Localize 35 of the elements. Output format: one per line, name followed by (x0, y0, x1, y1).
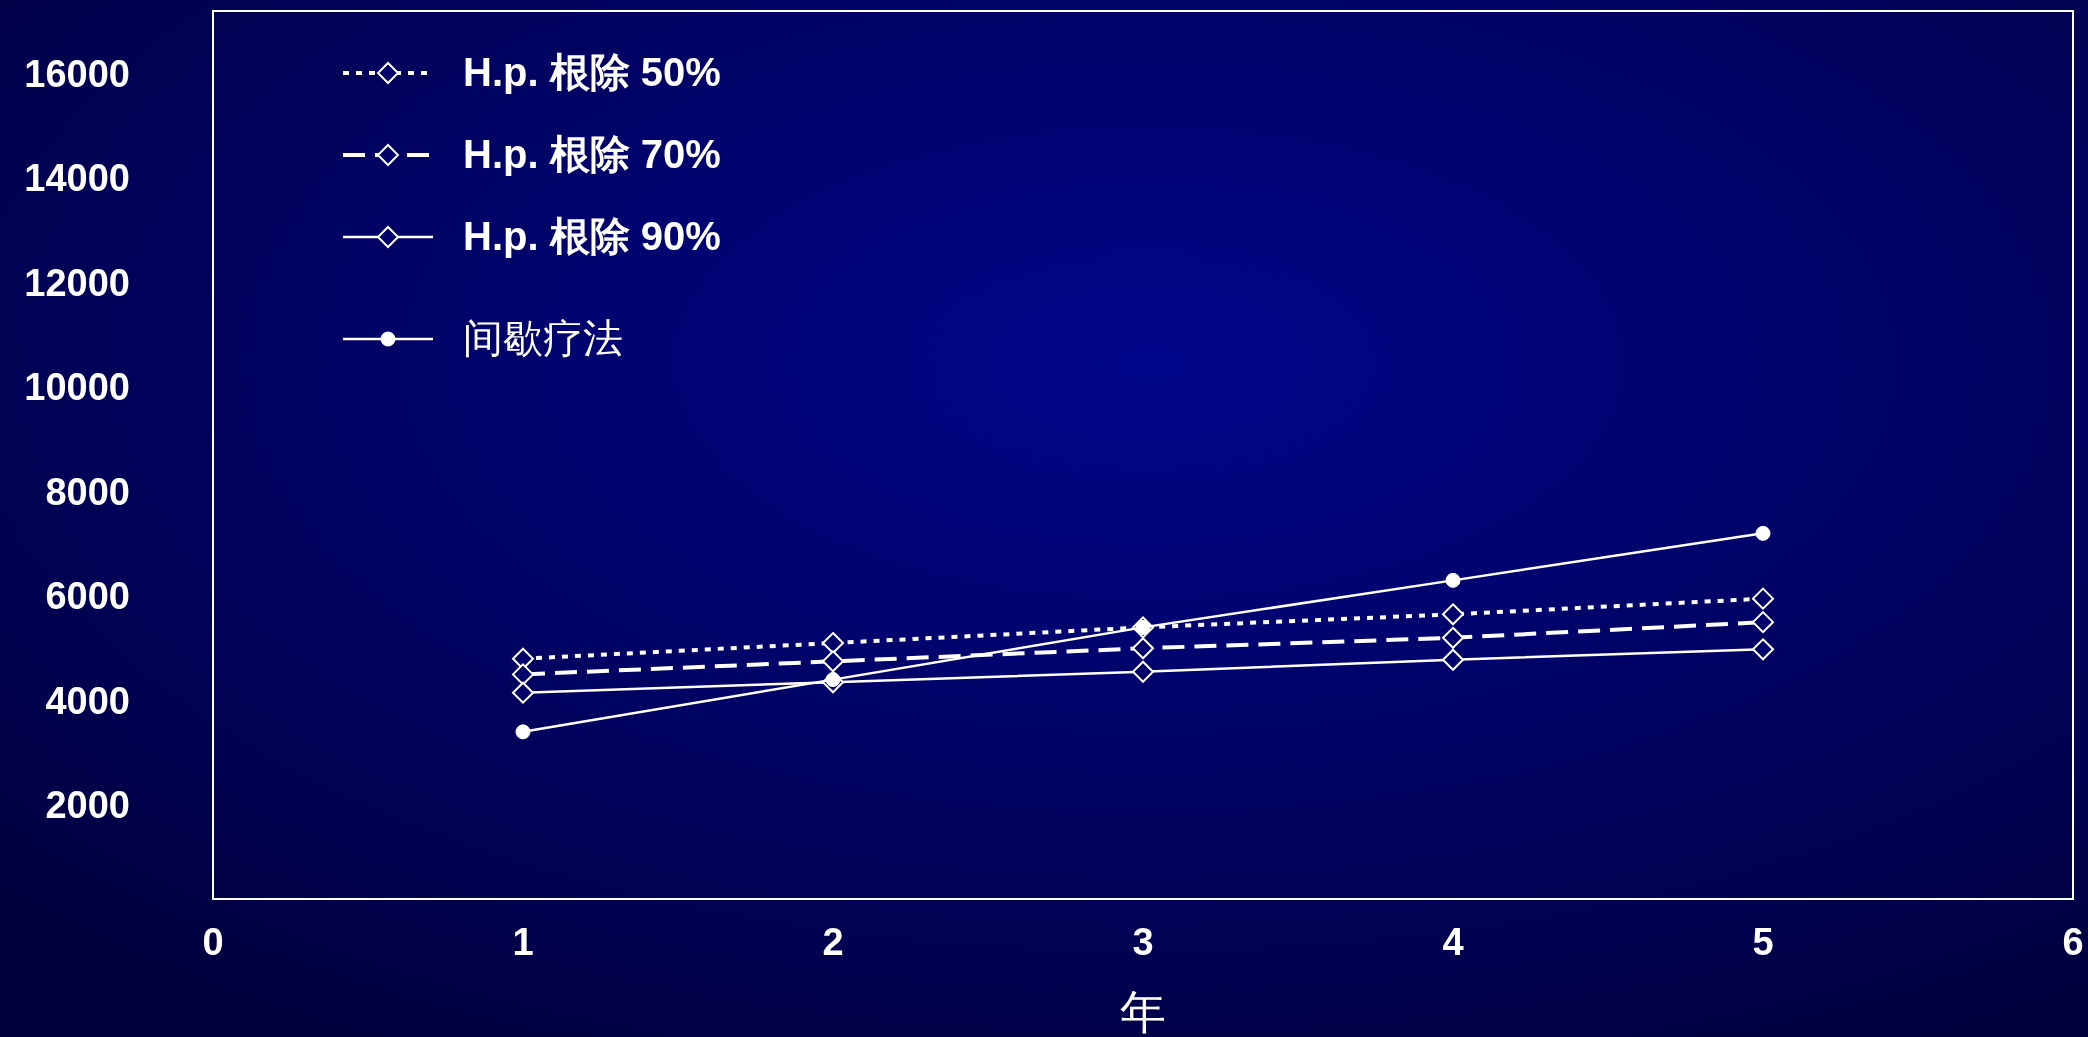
x-tick-label: 3 (1132, 921, 1154, 963)
y-tick-label: 8000 (45, 470, 130, 513)
y-tick-label: 6000 (45, 575, 130, 618)
point (1755, 525, 1771, 541)
y-tick-label: 16000 (24, 52, 130, 95)
point (1442, 626, 1464, 649)
point (1442, 648, 1464, 671)
y-tick-label: 2000 (45, 783, 130, 826)
legend-label: 间歇疗法 (463, 316, 623, 360)
x-tick-label: 2 (822, 921, 844, 963)
point (1752, 638, 1774, 661)
x-axis-title: 年 (1120, 986, 1166, 1037)
y-tick-label: 4000 (45, 679, 130, 722)
point (1752, 587, 1774, 610)
x-tick-label: 1 (512, 921, 534, 963)
y-tick-label: 12000 (24, 261, 130, 304)
point (1442, 603, 1464, 626)
point (1132, 660, 1154, 683)
x-tick-label: 6 (2062, 921, 2084, 963)
legend-label: H.p. 根除 90% (463, 214, 721, 258)
y-tick-label: 10000 (24, 366, 130, 409)
x-tick-label: 4 (1442, 921, 1464, 963)
point (1752, 611, 1774, 634)
point (822, 650, 844, 673)
point (822, 632, 844, 655)
legend-label: H.p. 根除 70% (463, 132, 721, 176)
point (1445, 572, 1461, 588)
x-tick-label: 0 (202, 921, 224, 963)
legend-label: H.p. 根除 50% (463, 50, 721, 94)
x-tick-label: 5 (1752, 921, 1774, 963)
point (1132, 637, 1154, 660)
point (512, 663, 534, 686)
y-tick-label: 14000 (24, 157, 130, 200)
point (512, 681, 534, 704)
point (515, 724, 531, 740)
